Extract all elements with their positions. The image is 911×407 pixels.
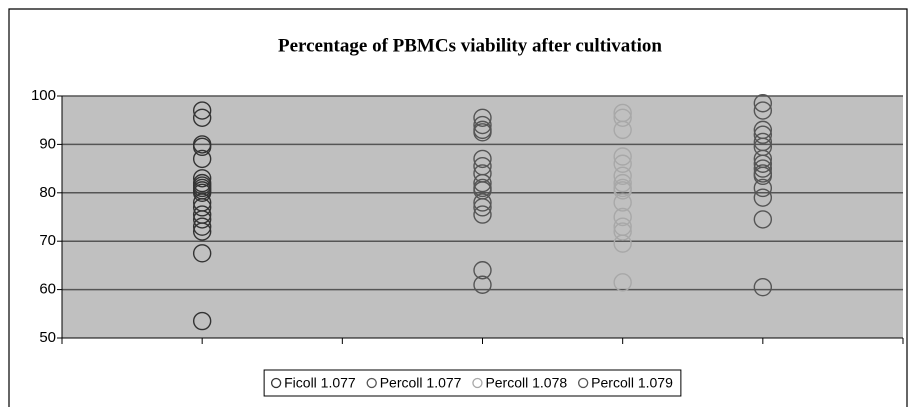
legend-label: Ficoll 1.077: [284, 375, 356, 391]
legend-label: Percoll 1.077: [380, 375, 462, 391]
data-point: [473, 261, 492, 280]
data-point: [613, 166, 632, 186]
data-point: [192, 183, 212, 203]
y-tick-label: 90: [39, 135, 56, 152]
y-tick-label: 100: [31, 87, 56, 104]
data-point: [473, 149, 492, 169]
legend-box: [263, 369, 682, 397]
y-tick-label: 80: [39, 184, 56, 201]
data-point: [192, 311, 212, 331]
data-point: [473, 193, 492, 212]
data-point: [613, 273, 632, 292]
data-point: [473, 123, 492, 142]
data-point: [192, 217, 212, 236]
data-point: [192, 198, 212, 217]
data-point: [473, 205, 492, 224]
legend-label: Percoll 1.079: [591, 375, 673, 391]
data-point: [613, 222, 632, 241]
data-point: [192, 222, 212, 241]
legend: Ficoll 1.077 Percoll 1.077 Percoll 1.078 Pe…: [263, 369, 682, 397]
data-point: [753, 154, 773, 173]
data-point: [613, 154, 632, 173]
y-tick-label: 70: [39, 232, 56, 249]
data-point: [613, 147, 632, 166]
legend-marker: [270, 377, 282, 389]
data-point: [753, 277, 773, 297]
y-tick-label: 50: [39, 329, 56, 346]
legend-label: Percoll 1.078: [485, 375, 567, 391]
data-point: [753, 101, 773, 120]
chart-title: Percentage of PBMCs viability after cult…: [278, 35, 662, 56]
data-point: [613, 120, 632, 140]
data-point: [192, 149, 212, 169]
data-point: [473, 108, 492, 127]
data-point: [613, 193, 632, 212]
data-point: [613, 173, 632, 193]
data-point: [192, 108, 212, 127]
data-point: [473, 275, 492, 294]
data-point: [613, 108, 632, 127]
data-point: [753, 125, 773, 144]
legend-marker: [366, 377, 377, 389]
chart-frame: [8, 8, 908, 407]
y-tick-label: 60: [39, 281, 56, 298]
data-point: [753, 166, 773, 186]
data-point: [753, 188, 773, 207]
data-point: [192, 169, 212, 188]
data-point: [753, 159, 773, 178]
data-point: [613, 181, 632, 200]
data-point: [192, 137, 212, 157]
data-point: [753, 210, 773, 229]
data-point: [192, 210, 212, 229]
data-point: [192, 244, 212, 263]
legend-marker: [472, 377, 483, 389]
plot-area: [62, 96, 903, 338]
data-point: [473, 173, 492, 193]
data-point: [753, 94, 773, 113]
data-point: [192, 101, 212, 120]
data-point: [613, 234, 632, 253]
data-point: [613, 207, 632, 227]
data-point: [473, 198, 492, 217]
data-point: [473, 115, 492, 135]
legend-marker: [578, 377, 589, 389]
data-point: [753, 178, 773, 198]
